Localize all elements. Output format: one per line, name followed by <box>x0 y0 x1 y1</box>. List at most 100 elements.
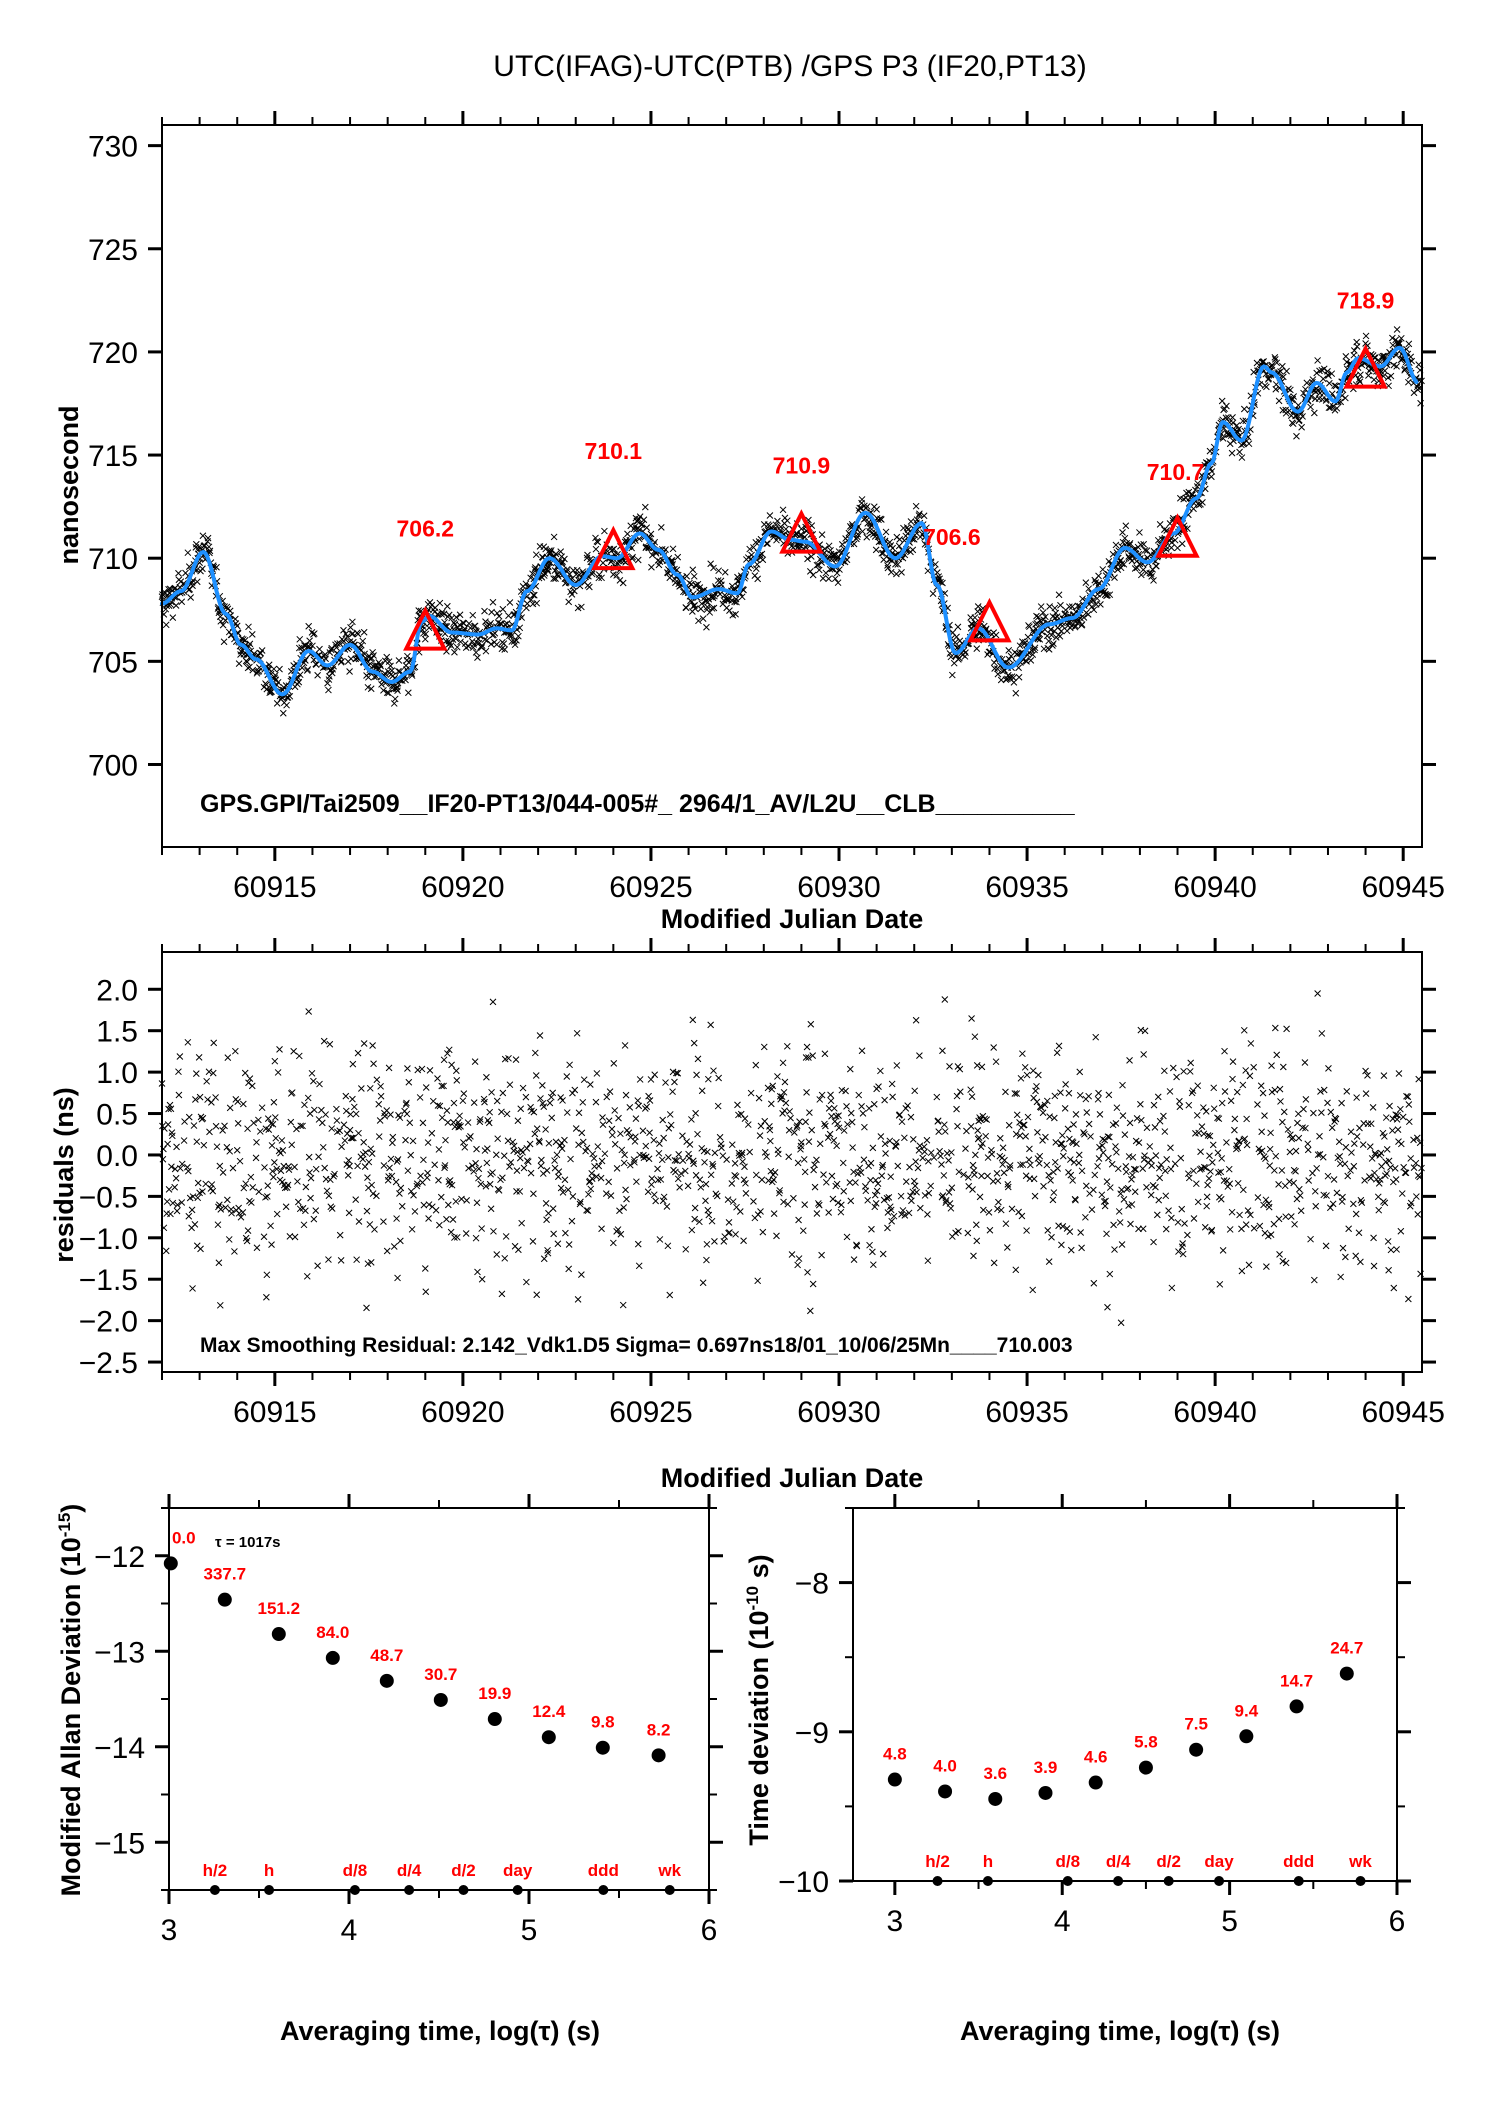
data-point <box>1146 569 1154 577</box>
residual-point <box>1176 1097 1183 1105</box>
residual-point <box>1364 1120 1372 1128</box>
residual-point <box>458 1195 465 1203</box>
residual-point <box>667 1121 675 1129</box>
tdev-point <box>1138 1760 1153 1775</box>
residual-point <box>462 1230 470 1237</box>
tdev-point <box>1189 1742 1204 1757</box>
data-point <box>641 503 649 511</box>
residual-point <box>513 1167 521 1174</box>
time-marker-label: d/8 <box>1055 1852 1080 1871</box>
residual-point <box>578 1129 586 1137</box>
x-tick-label: 60945 <box>1361 871 1444 904</box>
data-point <box>343 633 351 640</box>
residual-point <box>825 1209 833 1216</box>
data-point <box>878 549 886 557</box>
residual-point <box>226 1147 234 1155</box>
residual-point <box>595 1162 603 1170</box>
data-point <box>752 565 760 572</box>
time-marker-label: h/2 <box>925 1852 950 1871</box>
data-point <box>1300 389 1307 397</box>
data-point <box>711 592 718 600</box>
residual-point <box>523 1145 531 1152</box>
data-point <box>1194 480 1202 487</box>
residual-point <box>864 1196 872 1204</box>
residual-point <box>787 1114 794 1122</box>
residual-point <box>1383 1170 1391 1177</box>
residual-point <box>163 1198 171 1205</box>
residual-point <box>1273 1051 1281 1059</box>
residual-point <box>438 1114 446 1122</box>
residual-point <box>1280 1108 1288 1116</box>
data-point <box>1049 642 1056 649</box>
residual-point <box>501 1254 509 1262</box>
residual-point <box>1219 1246 1227 1254</box>
data-point <box>707 560 715 568</box>
residual-point <box>229 1164 237 1172</box>
residual-point <box>1050 1189 1058 1196</box>
residual-point <box>937 1152 944 1160</box>
residual-point <box>647 1076 655 1083</box>
residual-point <box>902 1178 910 1185</box>
residual-point <box>924 1157 932 1165</box>
residual-point <box>847 1197 855 1205</box>
residual-point <box>1120 1195 1128 1203</box>
residual-point <box>489 1169 496 1176</box>
residual-point <box>210 1039 218 1047</box>
residual-point <box>594 1143 602 1150</box>
residual-point <box>206 1128 213 1136</box>
residual-point <box>336 1231 344 1239</box>
residual-point <box>1045 1258 1053 1265</box>
residual-point <box>935 1128 943 1136</box>
residual-point <box>1415 1075 1423 1083</box>
data-point <box>834 579 842 587</box>
time-marker-dot <box>404 1885 415 1895</box>
data-point <box>898 569 905 576</box>
residual-point <box>1139 1225 1147 1233</box>
residual-point <box>567 1155 574 1163</box>
residual-point <box>1168 1214 1175 1222</box>
residual-point <box>825 1105 833 1112</box>
data-point <box>818 531 826 539</box>
residual-point <box>986 1226 994 1234</box>
residual-point <box>239 1100 247 1108</box>
data-point <box>907 518 915 525</box>
residual-point <box>580 1076 588 1084</box>
data-point <box>206 547 214 555</box>
data-point <box>1039 609 1047 616</box>
residual-point <box>1256 1222 1264 1230</box>
residual-point <box>1043 1161 1051 1169</box>
residual-point <box>711 1238 718 1245</box>
residual-point <box>1328 1124 1336 1132</box>
time-marker-label: day <box>503 1861 533 1880</box>
residual-point <box>270 1173 277 1181</box>
data-point <box>380 687 387 694</box>
plot-frame <box>161 124 1423 848</box>
time-marker-dot <box>1355 1876 1366 1886</box>
residual-point <box>231 1248 238 1255</box>
residual-point <box>1335 1138 1343 1146</box>
residual-point <box>513 1187 520 1195</box>
residual-point <box>1296 1192 1304 1199</box>
residual-point <box>318 1119 326 1127</box>
data-point <box>721 568 729 576</box>
residual-point <box>1023 1071 1031 1079</box>
residual-point <box>253 1138 260 1146</box>
residual-point <box>775 1150 782 1158</box>
residual-point <box>840 1187 848 1195</box>
data-point <box>1122 522 1130 530</box>
data-point <box>1033 612 1040 620</box>
residual-point <box>1064 1125 1072 1133</box>
residual-point <box>783 1042 791 1050</box>
residual-point <box>973 1237 981 1245</box>
residual-point <box>820 1171 827 1178</box>
residual-point <box>185 1212 193 1220</box>
residual-point <box>363 1304 370 1312</box>
residual-point <box>575 1109 583 1117</box>
residual-point <box>645 1155 653 1163</box>
time-series-annotation: GPS.GPI/Tai2509__IF20-PT13/044-005#_ 296… <box>200 790 1076 818</box>
residual-point <box>623 1195 630 1203</box>
residual-point <box>387 1155 395 1163</box>
residual-point <box>368 1181 376 1189</box>
residual-point <box>1318 1109 1325 1116</box>
